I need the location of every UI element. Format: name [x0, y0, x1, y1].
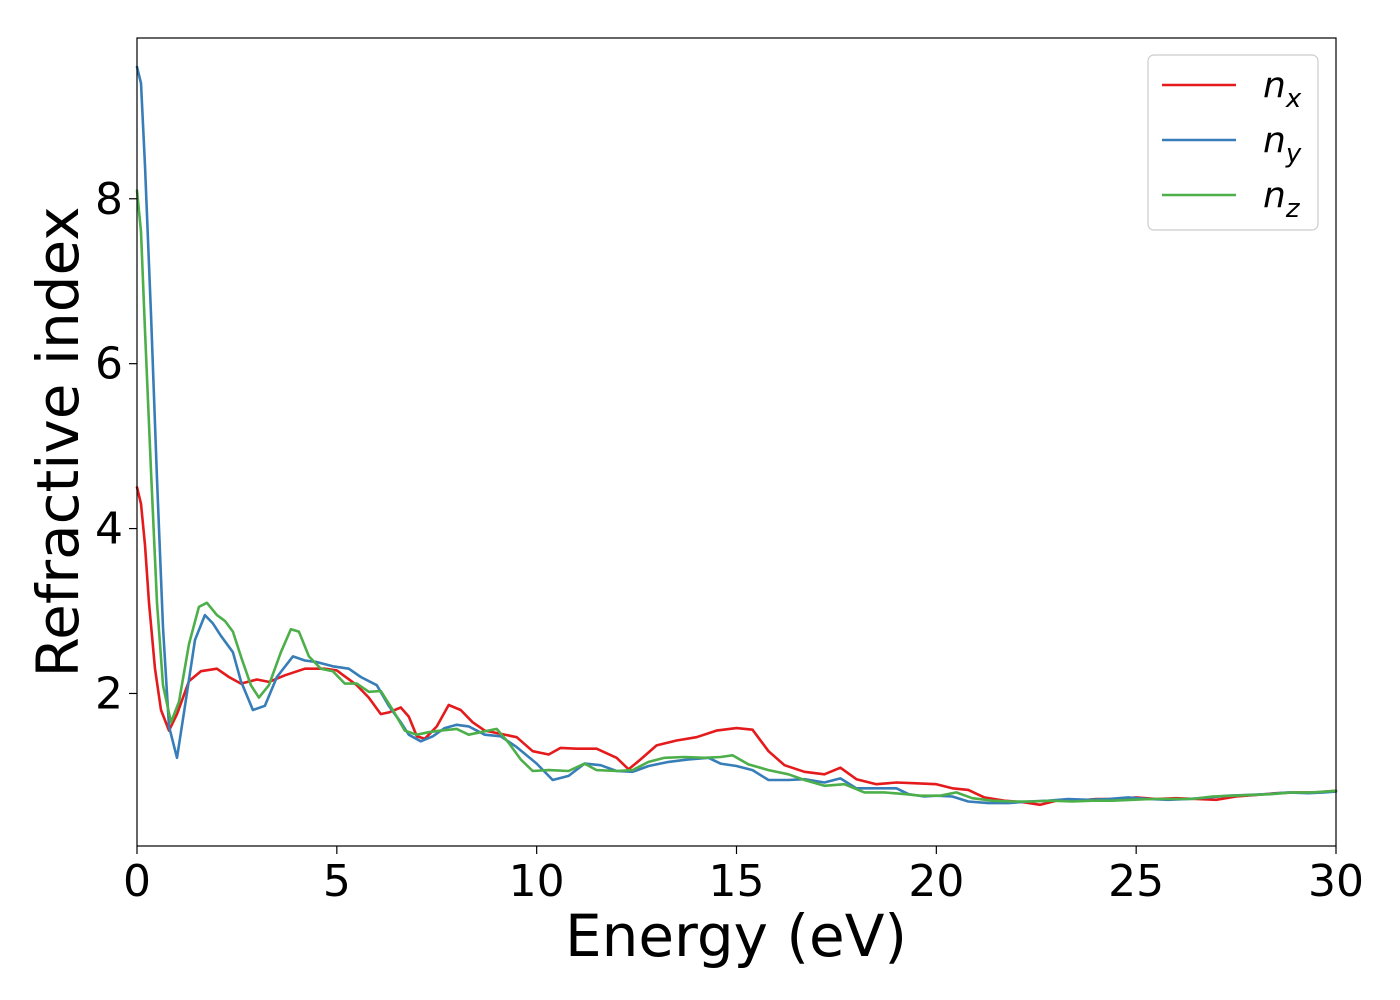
legend-label-nz: nz [1263, 175, 1301, 224]
x-tick-label: 5 [323, 856, 351, 907]
x-tick-label: 15 [709, 856, 765, 907]
series-line-ny [135, 65, 1338, 805]
series-line-nz [135, 189, 1338, 803]
x-tick-label: 0 [123, 856, 151, 907]
y-tick-label: 8 [95, 174, 123, 225]
x-tick-label: 20 [908, 856, 964, 907]
plot-background [137, 38, 1336, 846]
series-layer [135, 65, 1338, 807]
x-axis: 0 5 10 15 20 25 30 [123, 846, 1364, 907]
x-axis-title: Energy (eV) [565, 902, 907, 970]
y-tick-label: 6 [95, 339, 123, 390]
x-tick-label: 30 [1308, 856, 1364, 907]
y-tick-label: 4 [95, 504, 123, 555]
x-tick-label: 25 [1108, 856, 1164, 907]
y-tick-label: 2 [95, 668, 123, 719]
legend-box [1147, 54, 1319, 231]
y-axis: 2 4 6 8 [95, 174, 137, 719]
y-axis-title: Refractive index [24, 206, 92, 677]
x-tick-label: 10 [509, 856, 565, 907]
